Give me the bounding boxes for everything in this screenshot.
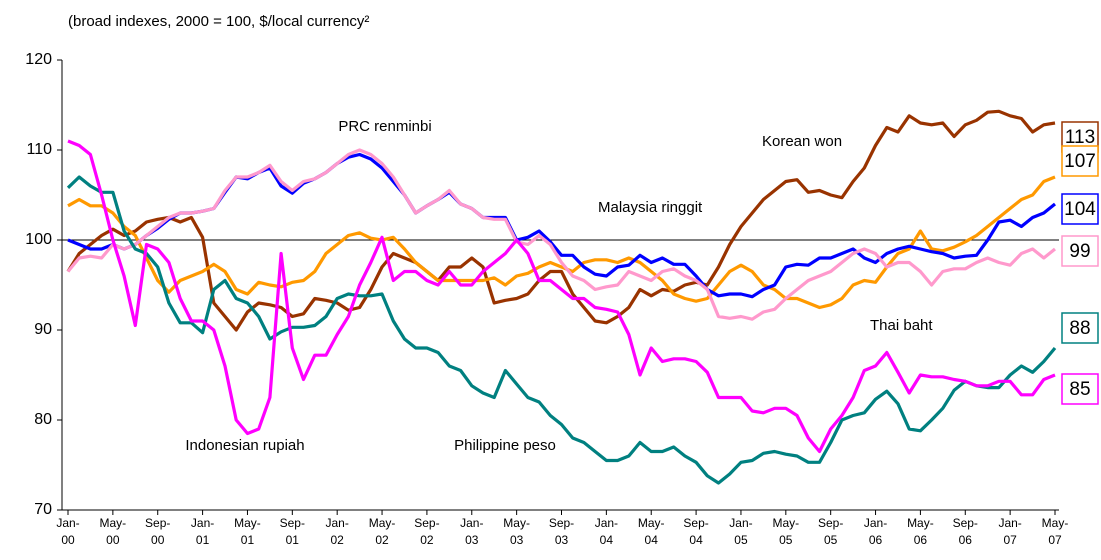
series-label: Indonesian rupiah (185, 437, 304, 454)
x-tick-label: Jan-05 (729, 516, 752, 547)
series-line (66, 109, 1056, 332)
x-tick-label: May-02 (369, 516, 396, 547)
x-tick-label: May-07 (1042, 516, 1069, 547)
end-label: 104 (1064, 199, 1096, 220)
y-tick-label: 120 (25, 51, 52, 68)
x-tick-label: Jan-00 (56, 516, 79, 547)
x-tick-label: May-01 (234, 516, 261, 547)
end-label-box (1061, 373, 1099, 405)
end-label-box (1061, 145, 1099, 177)
chart-title: (broad indexes, 2000 = 100, $/local curr… (68, 13, 369, 30)
x-tick-label: Sep-01 (280, 516, 305, 547)
end-label: 85 (1069, 379, 1090, 400)
y-tick-label: 90 (34, 321, 52, 338)
series-label: Korean won (762, 133, 842, 150)
x-tick-label: Jan-06 (864, 516, 887, 547)
x-tick-label: Jan-02 (326, 516, 349, 547)
end-label: 113 (1065, 127, 1095, 148)
x-tick-label: May-03 (503, 516, 530, 547)
x-tick-label: Jan-01 (191, 516, 214, 547)
series-label: Thai baht (870, 317, 933, 334)
x-tick-label: Sep-00 (145, 516, 170, 547)
x-tick-label: Sep-06 (953, 516, 978, 547)
x-tick-label: Jan-03 (460, 516, 483, 547)
x-tick-label: May-00 (100, 516, 127, 547)
y-tick-label: 70 (34, 501, 52, 518)
series-label: Malaysia ringgit (598, 199, 703, 216)
series-line (67, 139, 1056, 454)
series-label: Philippine peso (454, 437, 556, 454)
series-line (66, 148, 1057, 321)
end-label: 88 (1069, 318, 1090, 339)
end-label-box (1061, 312, 1099, 344)
end-label: 107 (1064, 151, 1096, 172)
x-tick-label: Sep-04 (683, 516, 708, 547)
series-line (66, 175, 1057, 485)
x-tick-label: Sep-02 (414, 516, 439, 547)
x-tick-label: Sep-05 (818, 516, 843, 547)
y-tick-label: 80 (34, 411, 52, 428)
x-tick-label: Sep-03 (549, 516, 574, 547)
y-tick-label: 110 (26, 141, 52, 158)
end-label: 99 (1069, 241, 1090, 262)
series-label: PRC renminbi (338, 118, 431, 135)
x-tick-label: May-05 (772, 516, 799, 547)
series-line (67, 175, 1056, 310)
end-label-box (1061, 235, 1099, 267)
x-tick-label: May-04 (638, 516, 665, 547)
x-tick-label: Jan-04 (595, 516, 618, 547)
y-tick-label: 100 (25, 231, 52, 248)
series-line (67, 152, 1057, 299)
x-tick-label: Jan-07 (998, 516, 1021, 547)
x-tick-label: May-06 (907, 516, 934, 547)
end-label-box (1061, 193, 1099, 225)
